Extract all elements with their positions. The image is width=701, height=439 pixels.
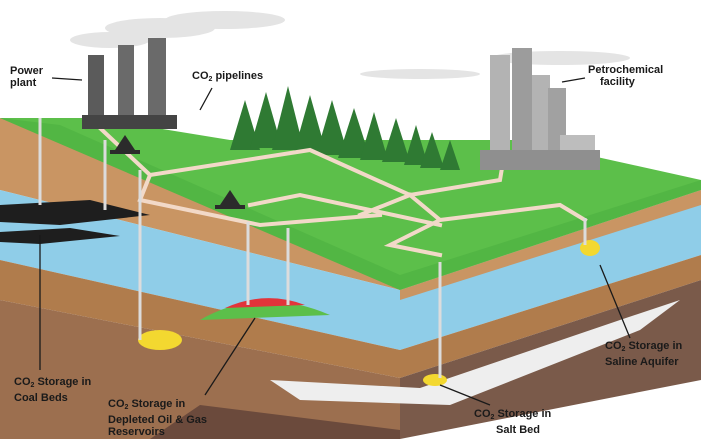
wells: [38, 118, 587, 378]
reservoir: [138, 240, 600, 386]
coal-beds: [0, 200, 150, 244]
power-plant: [82, 38, 177, 129]
label-saline-aquifer: CO2 Storage in Saline Aquifer: [605, 340, 683, 368]
pump-jacks: [110, 135, 245, 209]
label-salt-bed: CO2 Storage in Salt Bed: [474, 408, 552, 436]
soil-right-mid: [400, 255, 701, 378]
label-pipelines: CO2 pipelines: [192, 70, 264, 83]
petrochemical-facility: [480, 48, 600, 170]
label-depleted-reservoirs: CO2 Storage in Depleted Oil & Gas Reserv…: [108, 398, 208, 438]
base-dark: [150, 405, 400, 439]
leader-lines: [39, 77, 631, 406]
forest: [230, 86, 460, 170]
label-petrochemical: Petrochemical facility: [588, 64, 664, 88]
aquifer-right: [400, 205, 701, 350]
label-coal-beds: CO2 Storage in Coal Beds: [14, 376, 92, 404]
salt-bed: [270, 300, 680, 405]
grass-shade: [0, 118, 701, 290]
rock-bottom: [0, 300, 400, 439]
soil-lower: [0, 260, 400, 378]
label-power-plant: Power plant: [10, 65, 44, 89]
